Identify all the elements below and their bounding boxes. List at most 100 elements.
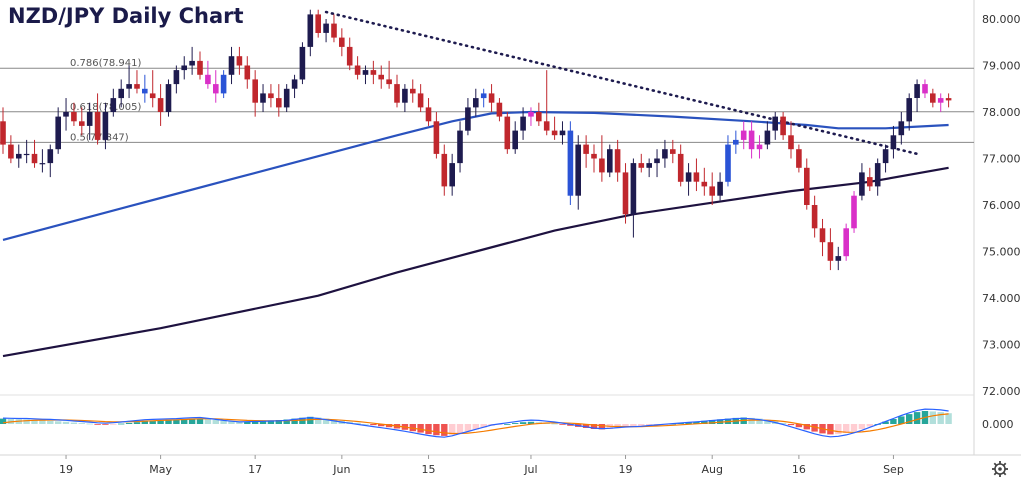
time-axis[interactable]: 19 May 17 Jun 15 Jul 19 Aug 16 Sep: [59, 455, 904, 476]
candle-body: [8, 144, 14, 159]
candle-body: [874, 163, 881, 187]
macd-histogram-bar: [519, 422, 527, 424]
candle: [94, 93, 101, 145]
candle: [480, 88, 487, 108]
macd-histogram-bar: [23, 419, 30, 424]
candle-body: [417, 93, 424, 108]
candle: [47, 144, 54, 178]
candle: [898, 112, 905, 145]
candle-body: [260, 93, 266, 103]
macd-histogram-bar: [449, 424, 456, 435]
macd-histogram-bar: [244, 421, 251, 424]
candle-body: [16, 153, 22, 159]
macd-histogram-bar: [252, 421, 259, 424]
candle: [670, 139, 676, 164]
candle-body: [496, 102, 503, 117]
candle-body: [622, 172, 629, 215]
candle: [804, 158, 810, 210]
candle-body: [882, 149, 889, 164]
candle-body: [512, 130, 518, 150]
macd-histogram-bar: [165, 420, 172, 424]
macd-histogram-bar: [551, 423, 558, 425]
candle-body: [197, 60, 203, 75]
candle: [339, 28, 345, 57]
candle-body: [764, 130, 771, 145]
macd-histogram-bar: [843, 424, 850, 433]
macd-histogram-bar: [220, 420, 227, 424]
candle: [134, 70, 140, 94]
macd-histogram-bar: [638, 424, 645, 427]
macd-histogram-bar: [756, 418, 763, 424]
macd-histogram-bar: [283, 419, 290, 424]
candle: [63, 98, 69, 131]
candle: [236, 46, 243, 75]
macd-histogram-bar: [464, 424, 472, 432]
candle: [764, 121, 771, 150]
settings-gear-icon[interactable]: [992, 461, 1008, 477]
macd-histogram-bar: [133, 422, 141, 424]
macd-histogram-bar: [795, 424, 803, 428]
candle: [914, 79, 920, 112]
macd-histogram-bar: [62, 421, 70, 424]
candle-body: [110, 98, 117, 112]
candle: [567, 121, 574, 205]
macd-line: [2, 408, 949, 438]
candle: [189, 46, 195, 75]
macd-histogram-bar: [850, 424, 858, 432]
candle-body: [402, 88, 408, 103]
candle-body: [118, 88, 124, 99]
trendline: [324, 10, 919, 156]
candle-body: [134, 84, 140, 89]
candle: [441, 144, 448, 196]
candle-body: [425, 107, 432, 122]
candle-body: [394, 84, 400, 103]
candle-body: [717, 181, 723, 196]
candle-body: [867, 177, 873, 187]
macd-histogram-bar: [212, 420, 219, 424]
macd-histogram-bar: [47, 420, 54, 424]
candle: [796, 144, 802, 173]
macd-histogram-bar: [354, 422, 361, 424]
candle: [86, 102, 93, 140]
macd-histogram-bar: [275, 420, 282, 424]
candle: [717, 172, 723, 201]
candle-body: [551, 130, 558, 136]
candles: [0, 9, 952, 271]
macd-histogram-bar: [125, 422, 133, 424]
candle-body: [94, 112, 101, 140]
candle: [654, 149, 660, 178]
candle: [362, 65, 369, 85]
candle-body: [205, 74, 211, 85]
candle: [346, 37, 353, 71]
candle-body: [599, 158, 605, 173]
candle-body: [788, 135, 794, 150]
macd-histogram-bar: [94, 424, 101, 425]
candle-body: [677, 153, 684, 182]
candle: [465, 98, 471, 136]
macd-histogram-bar: [259, 420, 267, 424]
candle: [559, 121, 566, 145]
macd-histogram-bar: [307, 416, 314, 424]
candle: [425, 98, 432, 126]
candle-body: [536, 112, 542, 122]
candle-body: [930, 93, 936, 103]
candle: [725, 135, 731, 187]
macd-panel: 0.000: [0, 408, 1014, 438]
candle: [16, 144, 22, 168]
time-tick-label: May: [149, 463, 172, 476]
price-tick-label: 78.000: [982, 106, 1021, 119]
macd-histogram-bar: [480, 424, 487, 428]
candle: [867, 167, 873, 192]
macd-histogram-bar: [149, 421, 156, 424]
price-axis[interactable]: 80.000 79.000 78.000 77.000 76.000 75.000 74.0…: [982, 13, 1021, 398]
candle-body: [473, 98, 479, 108]
candle-body: [149, 93, 156, 99]
candle: [417, 84, 424, 112]
candle: [126, 65, 132, 99]
macd-histogram-bar: [55, 421, 62, 424]
macd-histogram-bar: [787, 424, 795, 426]
macd-histogram-bar: [141, 421, 148, 424]
candle: [142, 74, 148, 103]
candle-body: [39, 163, 46, 165]
candle: [693, 158, 700, 192]
